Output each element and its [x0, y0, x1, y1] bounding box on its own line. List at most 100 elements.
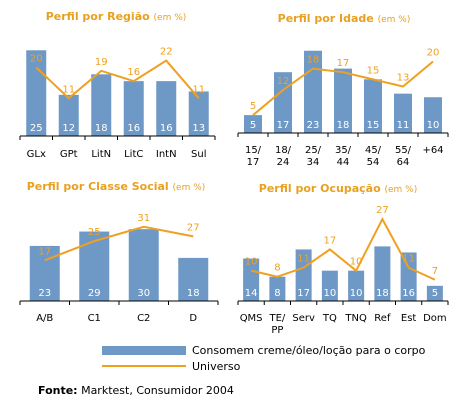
bar-value-label: 15 [367, 120, 380, 131]
line-value-label: 5 [250, 101, 256, 112]
line-value-label: 19 [95, 57, 108, 68]
bar-value-label: 25 [30, 123, 43, 134]
x-tick-label: A/B [36, 313, 53, 324]
x-tick-label-line: 64 [397, 157, 410, 168]
bar-value-label: 18 [95, 123, 108, 134]
bar [29, 245, 60, 301]
legend-item-bar: Consomem creme/óleo/loção para o corpo [102, 342, 425, 358]
bar [243, 258, 260, 301]
bar [374, 246, 391, 301]
legend-bar-label: Consomem creme/óleo/loção para o corpo [192, 343, 426, 357]
x-tick-label: TNQ [344, 313, 367, 324]
x-tick-label: GPt [60, 149, 78, 160]
bar [426, 285, 443, 301]
chart-title: Perfil por Classe Social (em %) [27, 180, 206, 193]
x-tick-label: 25/34 [305, 145, 322, 168]
bar [400, 252, 417, 301]
bar [128, 229, 159, 301]
x-tick-label-line: Sul [191, 149, 206, 160]
line-value-label: 11 [297, 254, 310, 265]
bar-value-label: 18 [376, 288, 389, 299]
bar [123, 81, 144, 136]
bar-value-label: 8 [274, 288, 280, 299]
chart-title-main: Perfil por Classe Social [27, 180, 173, 193]
chart-title-unit: (em %) [154, 13, 187, 23]
source-label: Fonte: [38, 384, 78, 397]
x-tick-label-line: A/B [36, 313, 53, 324]
x-tick-label-line: 45/ [365, 145, 382, 156]
chart-panel-1: Perfil por Região (em %) 25 12 18 16 16 13 GLx G… [19, 10, 216, 160]
x-tick-label: GLx [27, 149, 46, 160]
bar [334, 68, 352, 133]
bar-value-label: 10 [324, 288, 337, 299]
x-tick-label: Sul [191, 149, 206, 160]
x-tick-label: C1 [88, 313, 101, 324]
x-tick-label: C2 [137, 313, 150, 324]
chart-title-unit: (em %) [173, 183, 206, 193]
bar-value-label: 13 [192, 123, 205, 134]
bar-value-label: 17 [277, 120, 290, 131]
x-tick-label-line: 24 [277, 157, 290, 168]
chart-title-unit: (em %) [378, 15, 411, 25]
line-value-label: 18 [307, 55, 320, 66]
x-tick-label: 15/17 [245, 145, 262, 168]
bar-value-label: 16 [402, 288, 415, 299]
series-line-universo [250, 216, 436, 281]
x-tick-label-line: Dom [423, 313, 447, 324]
x-tick-label-line: C1 [88, 313, 101, 324]
line-value-label: 15 [367, 65, 380, 76]
x-tick-label-line: IntN [156, 149, 177, 160]
line-value-label: 13 [397, 73, 410, 84]
bar-value-label: 23 [307, 120, 320, 131]
bar [91, 74, 112, 136]
line-value-label: 11 [62, 84, 75, 95]
x-tick-label-line: LitC [124, 149, 143, 160]
x-tick-label: +64 [422, 145, 443, 156]
chart-title-main: Perfil por Ocupação [259, 182, 385, 195]
x-tick-label-line: 54 [367, 157, 380, 168]
x-tick-label-line: LitN [91, 149, 111, 160]
line-value-label: 27 [187, 222, 200, 233]
bar [348, 270, 365, 301]
x-tick-label: Est [401, 313, 417, 324]
x-tick-label: 45/54 [365, 145, 382, 168]
bar-value-label: 10 [427, 120, 440, 131]
x-tick-label-line: 17 [247, 157, 260, 168]
series-line-universo [252, 60, 434, 116]
bar [79, 231, 110, 301]
chart-panel-4: Perfil por Ocupação (em %) 14 8 17 10 10 18 16 5… [237, 182, 449, 336]
chart-panel-3: Perfil por Classe Social (em %) 23 29 30 18 A… [19, 180, 219, 324]
bar [269, 276, 286, 301]
bar [188, 91, 209, 136]
line-value-label: 20 [427, 47, 440, 58]
line-value-label: 20 [30, 53, 43, 64]
line-value-label: 25 [88, 227, 101, 238]
bar [244, 115, 262, 133]
bar-value-label: 18 [337, 120, 350, 131]
x-tick-label: 18/24 [275, 145, 292, 168]
legend: Consomem creme/óleo/loção para o corpo U… [102, 342, 425, 374]
legend-item-line: Universo [102, 358, 425, 374]
x-tick-label-line: C2 [137, 313, 150, 324]
bar [156, 81, 177, 136]
bar [424, 97, 442, 133]
bar-value-label: 29 [88, 288, 101, 299]
x-tick-label-line: Est [401, 313, 417, 324]
chart-title: Perfil por Região (em %) [46, 10, 187, 23]
chart-stage: Perfil por Região (em %) 25 12 18 16 16 13 GLx G… [19, 10, 449, 336]
x-tick-label: Ref [374, 313, 391, 324]
x-tick-label: 35/44 [335, 145, 352, 168]
x-tick-label-line: GPt [60, 149, 78, 160]
series-line-universo [35, 59, 200, 100]
line-value-label: 10 [350, 257, 363, 268]
x-tick-label: TE/PP [268, 313, 285, 336]
x-tick-label-line: QMS [240, 313, 263, 324]
line-value-label: 7 [432, 266, 438, 277]
series-line-universo [44, 225, 194, 262]
bar [321, 270, 338, 301]
chart-title: Perfil por Idade (em %) [278, 12, 411, 25]
x-tick-label: QMS [240, 313, 263, 324]
x-tick-label-line: 15/ [245, 145, 262, 156]
bar-value-label: 5 [250, 120, 256, 131]
x-tick-label: IntN [156, 149, 177, 160]
